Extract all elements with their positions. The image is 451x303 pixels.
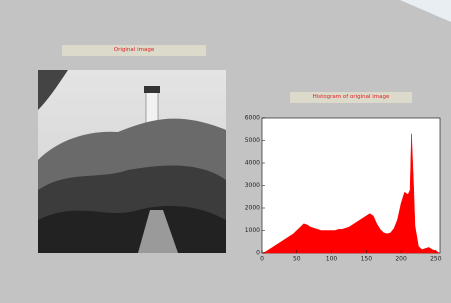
x-tick-label: 150: [361, 256, 373, 263]
y-tick-label: 6000: [245, 115, 260, 122]
x-tick-label: 200: [395, 256, 407, 263]
y-tick-label: 2000: [245, 205, 260, 212]
x-tick-label: 100: [326, 256, 338, 263]
y-tick-label: 3000: [245, 182, 260, 189]
y-tick-label: 4000: [245, 160, 260, 167]
y-tick-label: 5000: [245, 137, 260, 144]
x-tick-label: 250: [430, 256, 442, 263]
x-tick-label: 50: [293, 256, 301, 263]
y-tick-label: 1000: [245, 227, 260, 234]
histogram: 0100020003000400050006000050100150200250: [0, 0, 451, 303]
window: Original image Histogram of original ima…: [0, 0, 451, 303]
x-tick-label: 0: [260, 256, 264, 263]
